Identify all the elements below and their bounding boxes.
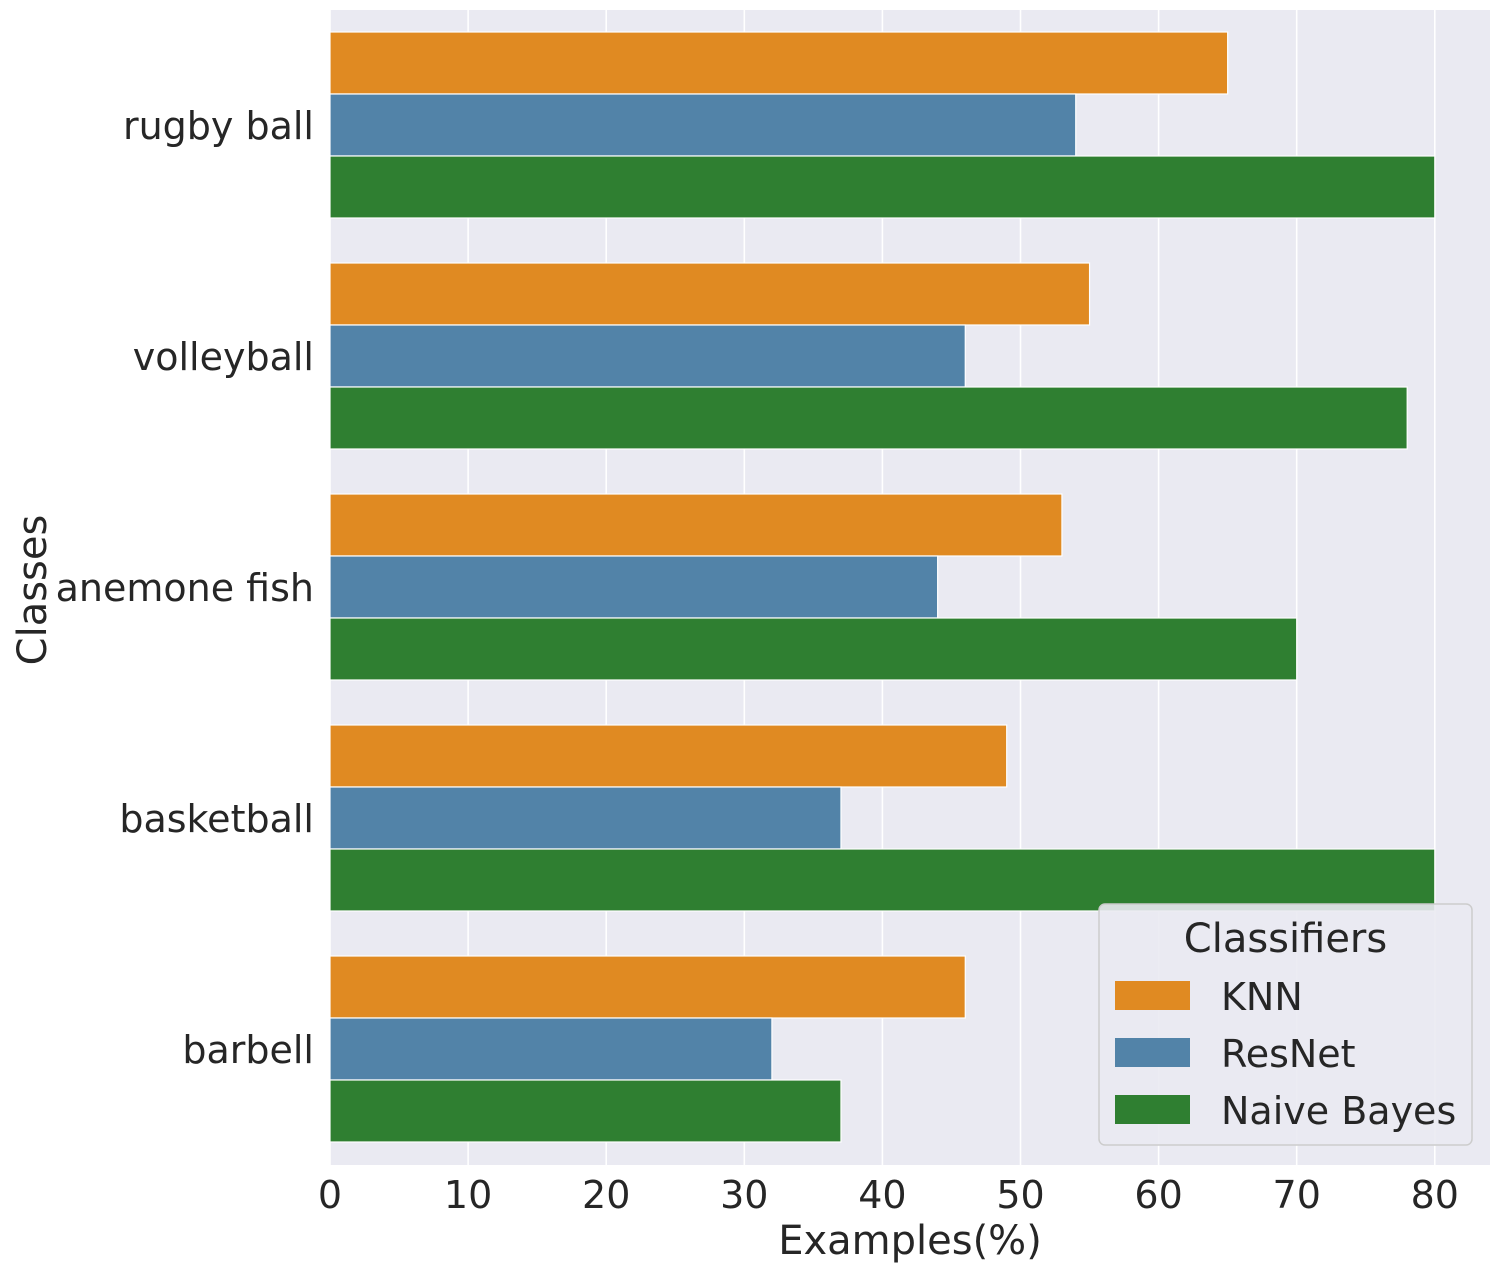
y-tick-label: anemone fish [56,566,314,610]
bar-resnet [329,786,842,850]
bar-resnet [329,93,1077,157]
bars [329,31,1436,1143]
y-tick-label: volleyball [133,335,314,379]
legend-box [1098,903,1473,1146]
x-tick-label: 70 [1273,1173,1321,1217]
bar-resnet [329,1017,773,1081]
bar-resnet [329,324,966,388]
bar-knn [329,493,1063,557]
x-axis-label: Examples(%) [778,1218,1042,1264]
x-tick-label: 40 [858,1173,906,1217]
legend-swatch-resnet [1115,1038,1190,1067]
x-tick-label: 0 [318,1173,342,1217]
bar-knn [329,262,1091,326]
legend-swatch-knn [1115,981,1190,1010]
x-tick-label: 50 [996,1173,1044,1217]
x-tick-label: 80 [1411,1173,1459,1217]
bar-knn [329,724,1008,788]
bar-naive-bayes [329,155,1436,219]
legend-label: ResNet [1221,1032,1356,1076]
bar-resnet [329,555,939,619]
bar-naive-bayes [329,1079,842,1143]
x-tick-label: 20 [582,1173,630,1217]
legend-title: Classifiers [1184,916,1387,962]
x-tick-label: 30 [720,1173,768,1217]
bar-naive-bayes [329,386,1408,450]
legend-label: Naive Bayes [1221,1089,1456,1133]
bar-knn [329,955,966,1019]
bar-knn [329,31,1229,95]
legend: Classifiers KNN ResNet Naive Bayes [1098,903,1473,1146]
legend-swatch-naive-bayes [1115,1095,1190,1124]
x-tick-label: 60 [1134,1173,1182,1217]
y-tick-label: rugby ball [123,104,314,148]
bar-naive-bayes [329,848,1436,912]
x-tick-label: 10 [444,1173,492,1217]
legend-items: KNN ResNet Naive Bayes [1115,975,1456,1133]
y-tick-label: barbell [182,1028,314,1072]
x-tick-labels: 0 10 20 30 40 50 60 70 80 [318,1173,1459,1217]
y-axis-label: Classes [10,515,56,666]
bar-naive-bayes [329,617,1298,681]
y-tick-label: basketball [119,797,314,841]
y-tick-labels: rugby ball volleyball anemone fish basketba… [56,104,314,1072]
legend-label: KNN [1221,975,1303,1019]
